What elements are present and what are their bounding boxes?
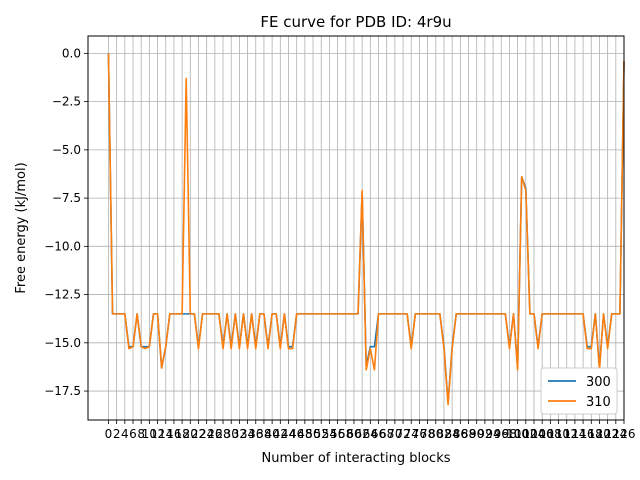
x-tick-label: 0 [105, 427, 113, 441]
y-tick-label: −7.5 [52, 191, 81, 205]
x-tick-label: 2 [113, 427, 121, 441]
plot-frame [87, 35, 625, 421]
y-gridlines [88, 52, 624, 392]
x-tick-label: 94 [485, 427, 500, 441]
x-tick-label: 122 [596, 427, 619, 441]
x-tick-label: 10 [142, 427, 157, 441]
x-tick-label: 126 [613, 427, 636, 441]
x-tick-label: 114 [563, 427, 586, 441]
x-tick-label: 62 [354, 427, 369, 441]
x-tick-label: 72 [395, 427, 410, 441]
legend-box [540, 367, 618, 415]
x-tick-label: 16 [166, 427, 181, 441]
x-tick-label: 112 [555, 427, 578, 441]
y-tick-label: −17.5 [44, 384, 81, 398]
chart-title: FE curve for PDB ID: 4r9u [260, 13, 451, 31]
x-tick-label: 56 [330, 427, 345, 441]
x-tick-label: 90 [469, 427, 484, 441]
x-tick-label: 14 [158, 427, 173, 441]
x-tick-label: 6 [129, 427, 137, 441]
x-tick-label: 60 [346, 427, 361, 441]
x-tick-label: 36 [248, 427, 263, 441]
x-tick-label: 82 [436, 427, 451, 441]
y-tick-label: −12.5 [44, 288, 81, 302]
x-tick-label: 52 [314, 427, 329, 441]
x-tick-label: 104 [523, 427, 546, 441]
x-tick-label: 34 [240, 427, 255, 441]
x-tick-label: 92 [477, 427, 492, 441]
x-tick-label: 68 [379, 427, 394, 441]
x-tick-label: 32 [232, 427, 247, 441]
x-axis-ticks: 0 2 4 6 810121416182022242628303234363840424… [105, 420, 636, 441]
x-gridlines [108, 36, 625, 420]
x-tick-label: 50 [305, 427, 320, 441]
x-tick-label: 80 [428, 427, 443, 441]
y-tick-label: −2.5 [52, 95, 81, 109]
x-tick-label: 86 [453, 427, 468, 441]
series-line-310 [107, 53, 625, 406]
x-tick-label: 30 [224, 427, 239, 441]
x-tick-label: 48 [297, 427, 312, 441]
x-tick-label: 110 [547, 427, 570, 441]
y-axis-label: Free energy (kJ/mol) [14, 162, 29, 293]
x-tick-label: 118 [580, 427, 603, 441]
x-tick-label: 120 [588, 427, 611, 441]
x-tick-label: 76 [412, 427, 427, 441]
x-tick-label: 102 [514, 427, 537, 441]
x-tick-label: 44 [281, 427, 296, 441]
x-tick-label: 84 [445, 427, 460, 441]
x-tick-label: 70 [387, 427, 402, 441]
x-tick-label: 22 [191, 427, 206, 441]
legend-label-310: 310 [586, 395, 611, 410]
x-tick-label: 100 [506, 427, 529, 441]
x-tick-label: 46 [289, 427, 304, 441]
x-tick-label: 28 [215, 427, 230, 441]
x-tick-label: 20 [183, 427, 198, 441]
x-tick-label: 74 [404, 427, 419, 441]
y-tick-label: −10.0 [44, 239, 81, 253]
x-tick-label: 66 [371, 427, 386, 441]
y-tick-label: 0.0 [62, 46, 81, 60]
y-tick-label: −5.0 [52, 143, 81, 157]
x-tick-label: 124 [604, 427, 627, 441]
x-tick-label: 54 [322, 427, 337, 441]
series-layer [107, 53, 625, 406]
x-tick-label: 26 [207, 427, 222, 441]
x-tick-label: 116 [572, 427, 595, 441]
x-tick-label: 4 [121, 427, 129, 441]
x-tick-label: 98 [502, 427, 517, 441]
y-tick-label: −15.0 [44, 336, 81, 350]
legend: 300 310 [540, 367, 618, 415]
x-tick-label: 58 [338, 427, 353, 441]
x-tick-label: 24 [199, 427, 214, 441]
y-axis-ticks: 0.0 −2.5 −5.0 −7.5 −10.0 −12.5 −15.0 −17.5 [44, 46, 88, 398]
x-tick-label: 12 [150, 427, 165, 441]
x-tick-label: 96 [494, 427, 509, 441]
x-tick-label: 78 [420, 427, 435, 441]
x-tick-label: 64 [363, 427, 378, 441]
x-tick-label: 88 [461, 427, 476, 441]
x-tick-label: 18 [174, 427, 189, 441]
x-tick-label: 8 [137, 427, 145, 441]
x-tick-label: 40 [264, 427, 279, 441]
x-tick-label: 108 [539, 427, 562, 441]
x-tick-label: 42 [273, 427, 288, 441]
x-axis-label: Number of interacting blocks [261, 451, 450, 466]
x-tick-label: 38 [256, 427, 271, 441]
x-tick-label: 106 [531, 427, 554, 441]
legend-label-300: 300 [586, 375, 611, 390]
